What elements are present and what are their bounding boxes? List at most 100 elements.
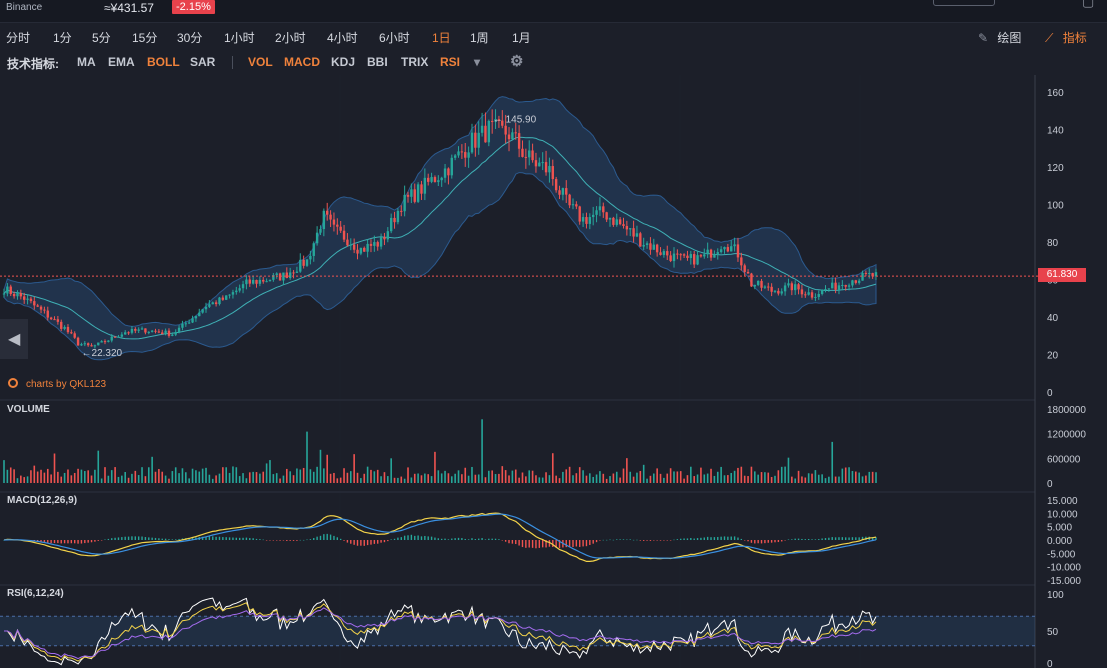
draw-button[interactable]: ✎ 绘图 [978,31,1022,45]
candle-body [558,190,561,195]
volume-bar [528,470,531,483]
volume-tick-label: 600000 [1047,454,1081,465]
volume-bar [205,467,207,483]
candle-body [605,212,608,220]
macd-hist-bar [161,538,163,540]
macd-hist-bar [824,538,827,540]
volume-bar [6,469,9,483]
chart-canvas[interactable]: 160140120100806040200← 145.90←22.3201800… [0,75,1107,668]
volume-bar [370,469,372,483]
volume-bar [602,473,605,483]
candle-body [157,331,161,333]
volume-bar [309,469,312,483]
gear-icon[interactable]: ⚙ [510,53,524,70]
volume-bar [585,475,588,483]
indicators-button[interactable]: ⟋ 指标 [1045,31,1087,45]
chevron-down-icon[interactable]: ▾ [474,55,481,69]
volume-bar [838,476,840,483]
volume-bar [380,476,382,483]
candle-body [470,132,474,153]
macd-hist-bar [336,537,339,540]
logo-icon [8,378,18,388]
macd-title: MACD(12,26,9) [7,495,78,506]
chart-line-icon: ⟋ [1045,31,1054,45]
chevron-left-icon: ◀ [8,331,21,348]
timeframe-9[interactable]: 1日 [432,31,451,45]
volume-bar [302,467,305,483]
timeframe-0[interactable]: 分时 [6,31,31,45]
volume-bar [589,473,591,483]
timeframe-2[interactable]: 5分 [92,31,111,45]
timeframe-5[interactable]: 1小时 [224,31,255,45]
macd-hist-bar [124,536,126,540]
candle-body [622,224,625,227]
macd-hist-bar [363,540,365,546]
volume-bar [747,476,749,483]
volume-bar [289,471,291,483]
timeframe-8[interactable]: 6小时 [379,31,410,45]
indicator-boll[interactable]: BOLL [147,55,180,69]
volume-bar [70,475,73,483]
volume-bar [821,474,823,483]
macd-hist-bar [323,534,325,540]
candle-body [83,343,87,345]
candle-body [359,247,363,254]
candle-body [645,243,649,245]
timeframe-7[interactable]: 4小时 [327,31,358,45]
indicator-macd[interactable]: MACD [284,55,320,69]
candle-body [709,249,713,258]
candle-body [871,273,874,277]
macd-hist-bar [575,540,578,547]
volume-bar [794,478,796,483]
macd-hist-bar [552,540,554,547]
macd-hist-bar [43,540,46,543]
timeframe-4[interactable]: 30分 [177,31,203,45]
timeframe-11[interactable]: 1月 [512,31,531,45]
volume-bar [53,453,56,483]
macd-hist-bar [804,539,806,540]
scroll-left-button[interactable]: ◀ [0,319,28,359]
top-right-control[interactable] [933,0,995,6]
volume-bar [225,467,228,483]
volume-bar [592,476,594,483]
candle-body [181,323,184,328]
indicator-ma[interactable]: MA [77,55,96,69]
indicator-kdj[interactable]: KDJ [331,55,356,69]
timeframe-3[interactable]: 15分 [132,31,158,45]
candle-body [352,244,356,250]
macd-hist-bar [774,540,776,543]
volume-bar [743,475,746,483]
volume-bar [255,472,258,483]
volume-bar [531,470,534,483]
timeframe-10[interactable]: 1周 [470,31,489,45]
fullscreen-icon[interactable]: ▢ [1082,0,1095,9]
volume-bar [514,469,517,483]
volume-bar [269,460,271,483]
volume-bar [612,473,615,483]
candle-body [208,304,211,307]
macd-hist-bar [538,540,541,548]
candle-body [544,162,548,173]
macd-hist-bar [60,540,62,544]
indicator-ema[interactable]: EMA [108,55,135,69]
volume-bar [562,471,564,483]
ticker-bar: Binance ≈¥431.57 -2.15% ▢ [0,0,1107,23]
macd-hist-bar [673,539,675,541]
candle-body [699,255,703,257]
candle-body [369,243,373,246]
timeframe-6[interactable]: 2小时 [275,31,306,45]
indicator-rsi[interactable]: RSI [440,55,461,69]
candle-body [618,219,622,225]
indicator-vol[interactable]: VOL [248,55,273,69]
candle-body [90,345,93,347]
candle-body [612,217,615,225]
candle-body [561,188,565,195]
candle-body [120,334,124,337]
indicator-trix[interactable]: TRIX [401,55,429,69]
candle-body [639,233,642,247]
timeframe-1[interactable]: 1分 [53,31,72,45]
candle-body [214,302,218,305]
macd-tick-label: -10.000 [1047,563,1081,574]
indicator-bbi[interactable]: BBI [367,55,388,69]
indicator-sar[interactable]: SAR [190,55,216,69]
